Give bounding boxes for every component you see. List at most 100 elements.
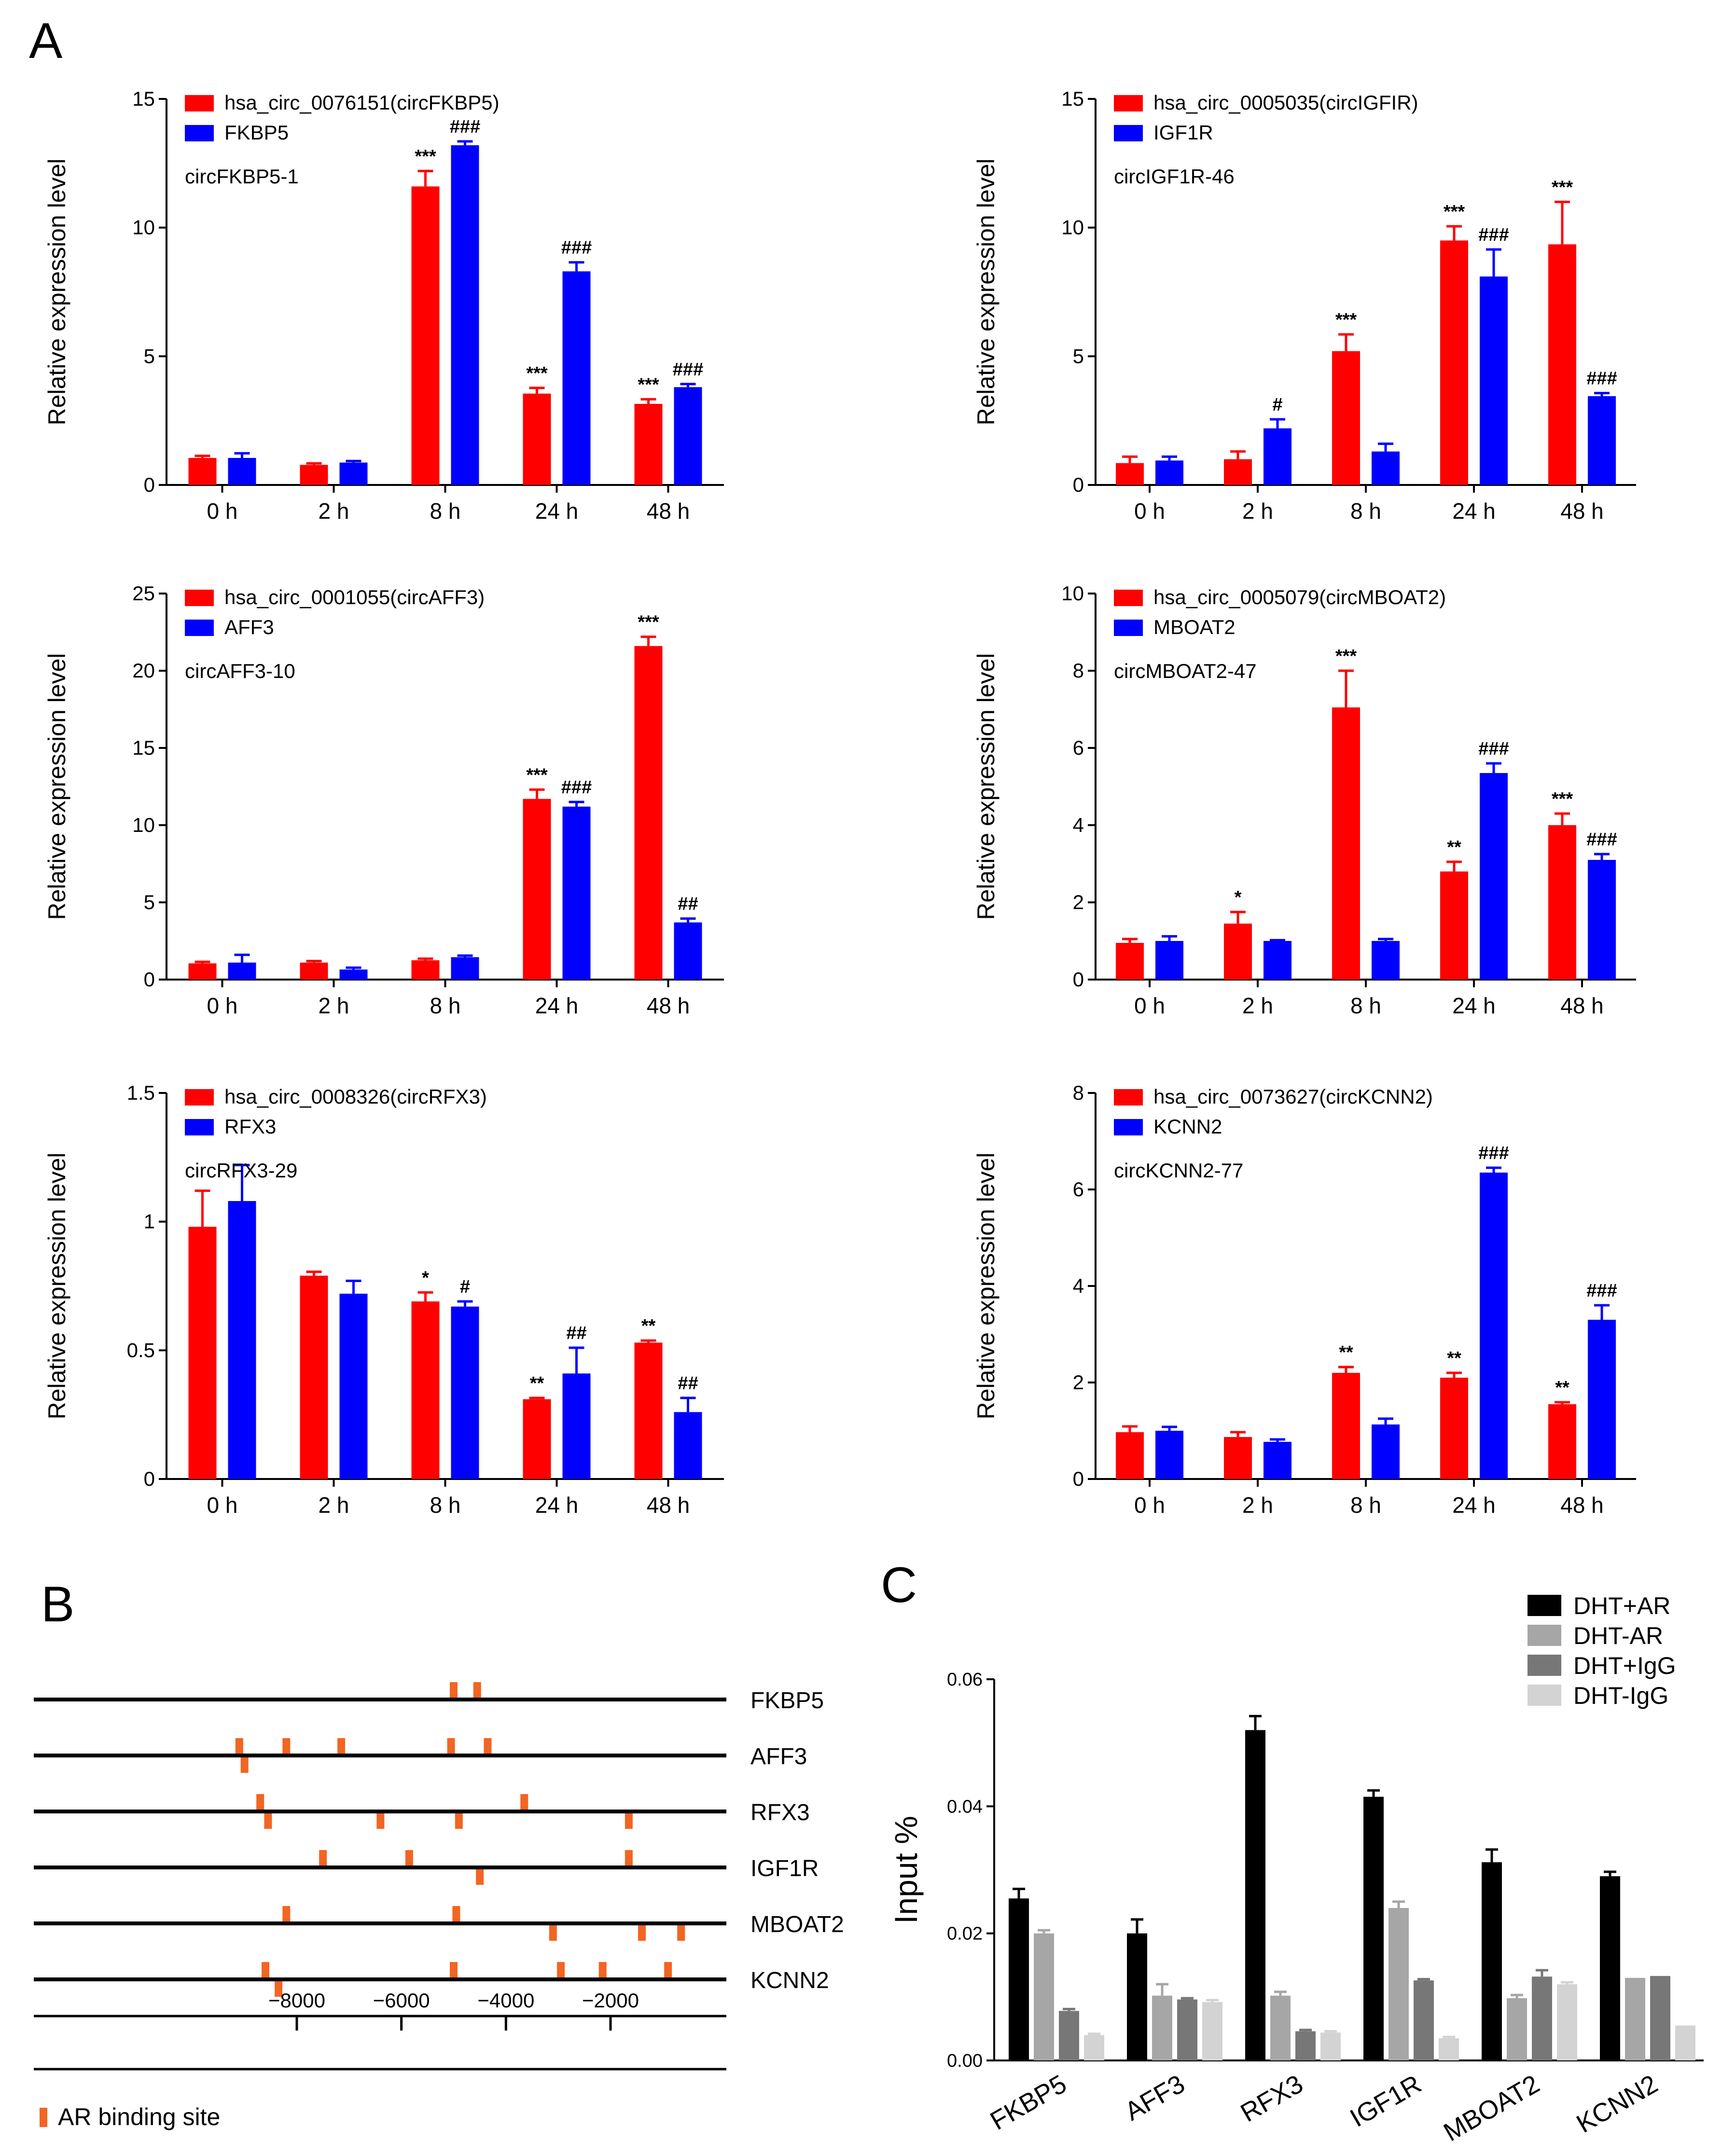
- y-tick-label: 1.5: [127, 1081, 155, 1104]
- chart-igf1r: 0 5 10 15 Relative expression level 0 h 2 h 8 h…: [972, 87, 1636, 524]
- ar-binding-site-marker: [275, 1981, 283, 1997]
- x-tick-label: 8 h: [430, 993, 461, 1018]
- x-tick-label: 48 h: [647, 498, 690, 524]
- legend-swatch: [1114, 590, 1143, 606]
- y-tick-label: 5: [1073, 345, 1084, 367]
- x-tick-label: 24 h: [535, 498, 579, 524]
- legend-swatch: [1528, 1685, 1561, 1706]
- legend-label: hsa_circ_0076151(circFKBP5): [224, 91, 500, 114]
- bar-circ: [300, 465, 328, 485]
- bar-host: [228, 962, 256, 980]
- x-tick-label: 48 h: [647, 1493, 690, 1518]
- bar-host: [228, 1201, 256, 1479]
- y-tick-label: 4: [1073, 1274, 1084, 1297]
- bar-circ: [523, 1399, 551, 1479]
- panel-label-c: C: [881, 1557, 917, 1613]
- bar-circ: [411, 960, 440, 980]
- gene-label: FKBP5: [750, 1688, 824, 1714]
- significance-mark: #: [460, 1277, 470, 1297]
- chart-fkbp5: 0 5 10 15 Relative expression level 0 h 2 h 8 h…: [43, 87, 724, 524]
- ar-binding-site-marker: [664, 1962, 672, 1977]
- x-tick-label: RFX3: [1236, 2069, 1308, 2128]
- y-axis-label: Relative expression level: [972, 1152, 1000, 1419]
- bar-host: [674, 922, 702, 980]
- x-tick-label: KCNN2: [1571, 2069, 1663, 2138]
- x-tick-label: 48 h: [647, 993, 690, 1018]
- significance-mark: ***: [526, 765, 548, 785]
- bar-circ: [1116, 1432, 1144, 1479]
- bar-dht-ar: [1034, 1933, 1054, 2060]
- y-tick-label: 0.06: [947, 1670, 983, 1690]
- x-tick-label: 24 h: [1452, 993, 1496, 1018]
- bar-circ: [1332, 707, 1360, 980]
- y-axis-label: Relative expression level: [972, 653, 1000, 920]
- ar-binding-site-marker: [447, 1738, 455, 1754]
- bar-dht-igg: [1202, 2002, 1222, 2060]
- significance-mark: **: [641, 1316, 656, 1336]
- legend-swatch: [185, 620, 214, 636]
- bar-circ: [1332, 351, 1360, 485]
- significance-mark: ##: [678, 1373, 698, 1394]
- x-tick-label: 0 h: [207, 498, 238, 524]
- bar-host: [562, 806, 591, 980]
- legend-label: hsa_circ_0073627(circKCNN2): [1153, 1085, 1433, 1108]
- legend-swatch: [185, 95, 214, 111]
- y-tick-label: 4: [1073, 814, 1084, 836]
- significance-mark: ***: [638, 612, 659, 633]
- bar-circ: [634, 404, 663, 485]
- bar-host: [1480, 276, 1508, 485]
- y-tick-label: 5: [144, 891, 155, 913]
- bar-circ: [188, 1227, 217, 1479]
- bar-host: [1480, 1173, 1508, 1479]
- bar-host: [1372, 941, 1400, 980]
- legend-label: FKBP5: [224, 121, 289, 144]
- x-tick-label: IGF1R: [1345, 2069, 1426, 2132]
- promoter-axis-tick-label: −2000: [582, 1989, 639, 2012]
- bar-host: [1588, 1320, 1616, 1479]
- bar-host: [1264, 1442, 1292, 1479]
- bar-circ: [1224, 1437, 1252, 1479]
- significance-mark: ###: [561, 238, 592, 258]
- bar-dht-ar: [1507, 1998, 1527, 2060]
- legend-label: DHT-AR: [1573, 1622, 1663, 1649]
- ar-binding-site-marker: [282, 1738, 291, 1754]
- bar-dht-igg: [1295, 2031, 1316, 2060]
- bar-dht-ar: [1482, 1862, 1502, 2060]
- ar-binding-site-marker: [235, 1738, 243, 1754]
- ar-binding-site-marker: [455, 1813, 463, 1829]
- x-tick-label: 8 h: [430, 498, 461, 524]
- x-tick-label: 2 h: [1242, 1493, 1273, 1518]
- panel-label-a: A: [29, 13, 63, 69]
- bar-circ: [634, 1342, 663, 1479]
- promoter-axis-tick-label: −6000: [373, 1989, 430, 2012]
- significance-mark: **: [1447, 837, 1461, 857]
- bar-host: [451, 1306, 479, 1479]
- x-tick-label: 8 h: [1350, 498, 1381, 524]
- bar-host: [674, 387, 702, 485]
- significance-mark: ##: [678, 894, 698, 914]
- bar-dht-ar: [1127, 1933, 1147, 2060]
- bar-circ: [1440, 1378, 1468, 1479]
- x-tick-label: 2 h: [1242, 498, 1273, 524]
- y-axis-label: Relative expression level: [43, 158, 70, 425]
- ar-binding-site-marker: [282, 1906, 291, 1921]
- ar-binding-site-marker: [638, 1925, 646, 1941]
- bar-host: [1480, 773, 1508, 980]
- x-tick-label: MBOAT2: [1439, 2069, 1544, 2147]
- bar-host: [1372, 1424, 1400, 1479]
- y-axis-label: Relative expression level: [43, 653, 70, 920]
- y-tick-label: 0: [144, 473, 155, 496]
- legend-label: hsa_circ_0005079(circMBOAT2): [1153, 586, 1446, 608]
- ar-binding-site-marker: [337, 1738, 346, 1754]
- bar-host: [451, 145, 479, 485]
- x-tick-label: 24 h: [535, 993, 579, 1018]
- y-tick-label: 0: [1073, 473, 1084, 496]
- bar-circ: [411, 186, 440, 485]
- gene-label: AFF3: [750, 1744, 807, 1769]
- subtitle-label: circAFF3-10: [185, 660, 295, 682]
- significance-mark: #: [1272, 395, 1282, 415]
- significance-mark: ***: [1335, 646, 1357, 666]
- bar-circ: [1548, 1404, 1576, 1479]
- bar-dht-igg: [1439, 2038, 1459, 2060]
